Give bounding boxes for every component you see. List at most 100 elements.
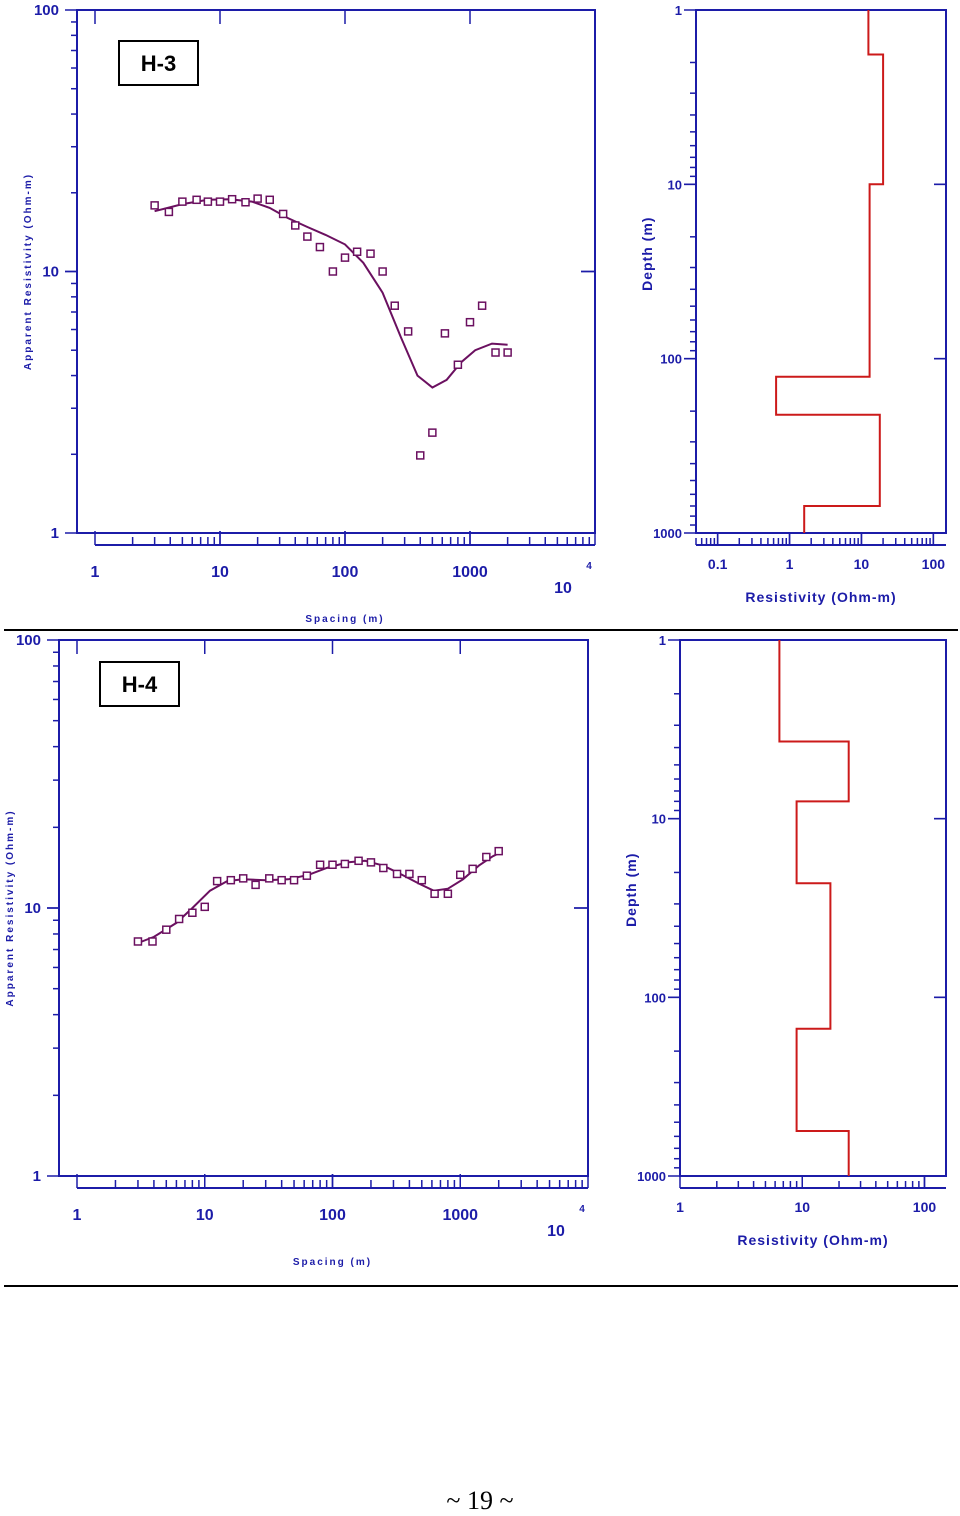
h3-sounding-chart: 1 10 100 1000 10 4 1 10 100 Spacing (m) Apparent R…: [23, 2, 596, 625]
data-point: [226, 875, 236, 885]
h4-model-chart: 1 10 100 1 10 100 1000 Resistivity (Ohm-m) Depth…: [623, 633, 947, 1248]
data-point: [133, 937, 143, 946]
x-tick-label: 10: [211, 564, 229, 581]
data-point: [265, 874, 274, 883]
x-tick-label: 100: [913, 1199, 937, 1215]
station-label: H-3: [141, 51, 176, 76]
y-tick-label: 1: [675, 3, 682, 18]
data-point: [494, 846, 503, 856]
y-axis-title: Depth (m): [639, 217, 655, 291]
y-tick-label: 1: [659, 633, 666, 648]
data-point: [251, 880, 260, 890]
data-point: [417, 875, 427, 885]
y-tick-label: 1: [51, 525, 59, 542]
data-point: [405, 869, 414, 879]
x-axis-title: Spacing (m): [305, 614, 384, 625]
y-tick-label: 100: [16, 632, 41, 649]
x-tick-label: 10: [854, 556, 870, 572]
y-axis-title: Apparent Resistivity (Ohm-m): [5, 809, 16, 1006]
data-point: [203, 197, 213, 206]
data-point: [227, 194, 237, 204]
y-axis-title: Depth (m): [623, 853, 639, 927]
data-point: [443, 889, 453, 899]
data-point: [379, 863, 388, 873]
data-point: [456, 870, 465, 880]
data-point: [162, 925, 171, 934]
plot-frame: [679, 639, 947, 1177]
data-point: [465, 317, 475, 327]
station-label-box: [118, 40, 199, 86]
data-point: [366, 858, 376, 867]
data-point: [328, 267, 338, 276]
plot-frame: [58, 639, 589, 1177]
x-tick-label: 10: [196, 1207, 214, 1224]
station-label-box: [99, 661, 180, 707]
x-tick-label: 1000: [442, 1207, 478, 1224]
y-tick-label: 1000: [653, 526, 682, 541]
data-point: [477, 301, 487, 310]
y-tick-label: 1: [33, 1168, 41, 1185]
data-point: [174, 914, 184, 924]
data-point: [430, 889, 439, 899]
y-axis-title: Apparent Resistivity (Ohm-m): [23, 173, 34, 370]
data-point: [278, 209, 288, 219]
data-point: [289, 875, 299, 885]
x-tick-exponent: 4: [586, 561, 592, 572]
x-axis-title: Spacing (m): [293, 1257, 372, 1268]
data-point: [468, 864, 477, 874]
x-axis-title: Resistivity (Ohm-m): [737, 1232, 888, 1248]
h4-sounding-chart: 1 10 100 1000 10 4 1 10 100 Spacing (m) Apparent R…: [5, 632, 589, 1268]
y-tick-label: 100: [644, 990, 666, 1005]
data-point: [188, 908, 197, 918]
x-tick-label: 100: [922, 556, 946, 572]
data-point: [253, 194, 262, 203]
data-point: [215, 197, 225, 206]
y-tick-label: 10: [42, 264, 59, 281]
x-tick-label: 1: [73, 1207, 82, 1224]
data-point: [200, 902, 209, 912]
fitted-curve: [137, 852, 500, 944]
x-tick-label: 100: [319, 1207, 346, 1224]
data-point: [238, 874, 248, 883]
plot-frame: [695, 9, 947, 534]
y-tick-label: 100: [34, 2, 59, 19]
data-point: [491, 348, 500, 357]
layer-model-line: [778, 640, 850, 1176]
x-tick-label: 10: [547, 1223, 565, 1240]
x-tick-exponent: 4: [579, 1204, 585, 1215]
data-point: [392, 869, 402, 879]
y-tick-label: 100: [660, 352, 682, 367]
data-point: [428, 428, 437, 437]
data-point: [453, 360, 463, 369]
data-point: [150, 201, 159, 210]
data-point: [277, 875, 286, 885]
data-point: [315, 860, 325, 870]
data-point: [302, 871, 312, 880]
x-tick-label: 10: [794, 1199, 810, 1215]
x-tick-label: 0.1: [708, 556, 728, 572]
data-point: [340, 859, 350, 869]
x-tick-label: 1: [676, 1199, 684, 1215]
data-point: [178, 197, 187, 206]
data-point: [315, 242, 325, 252]
data-point: [164, 207, 174, 217]
data-point: [212, 876, 222, 886]
page-number: ~ 19 ~: [446, 1486, 514, 1515]
y-tick-label: 10: [24, 900, 41, 917]
fitted-curve: [154, 198, 508, 389]
data-point: [241, 198, 250, 207]
data-point: [378, 267, 387, 276]
y-tick-label: 10: [668, 177, 682, 192]
data-point: [354, 856, 363, 866]
x-axis-title: Resistivity (Ohm-m): [745, 589, 896, 605]
station-label: H-4: [122, 672, 158, 697]
x-tick-label: 1: [91, 564, 100, 581]
x-tick-label: 10: [554, 580, 572, 597]
data-point: [366, 249, 375, 258]
y-tick-label: 10: [652, 812, 666, 827]
data-point: [352, 247, 362, 256]
data-point: [390, 301, 399, 310]
data-point: [303, 232, 312, 241]
data-point: [265, 195, 274, 205]
